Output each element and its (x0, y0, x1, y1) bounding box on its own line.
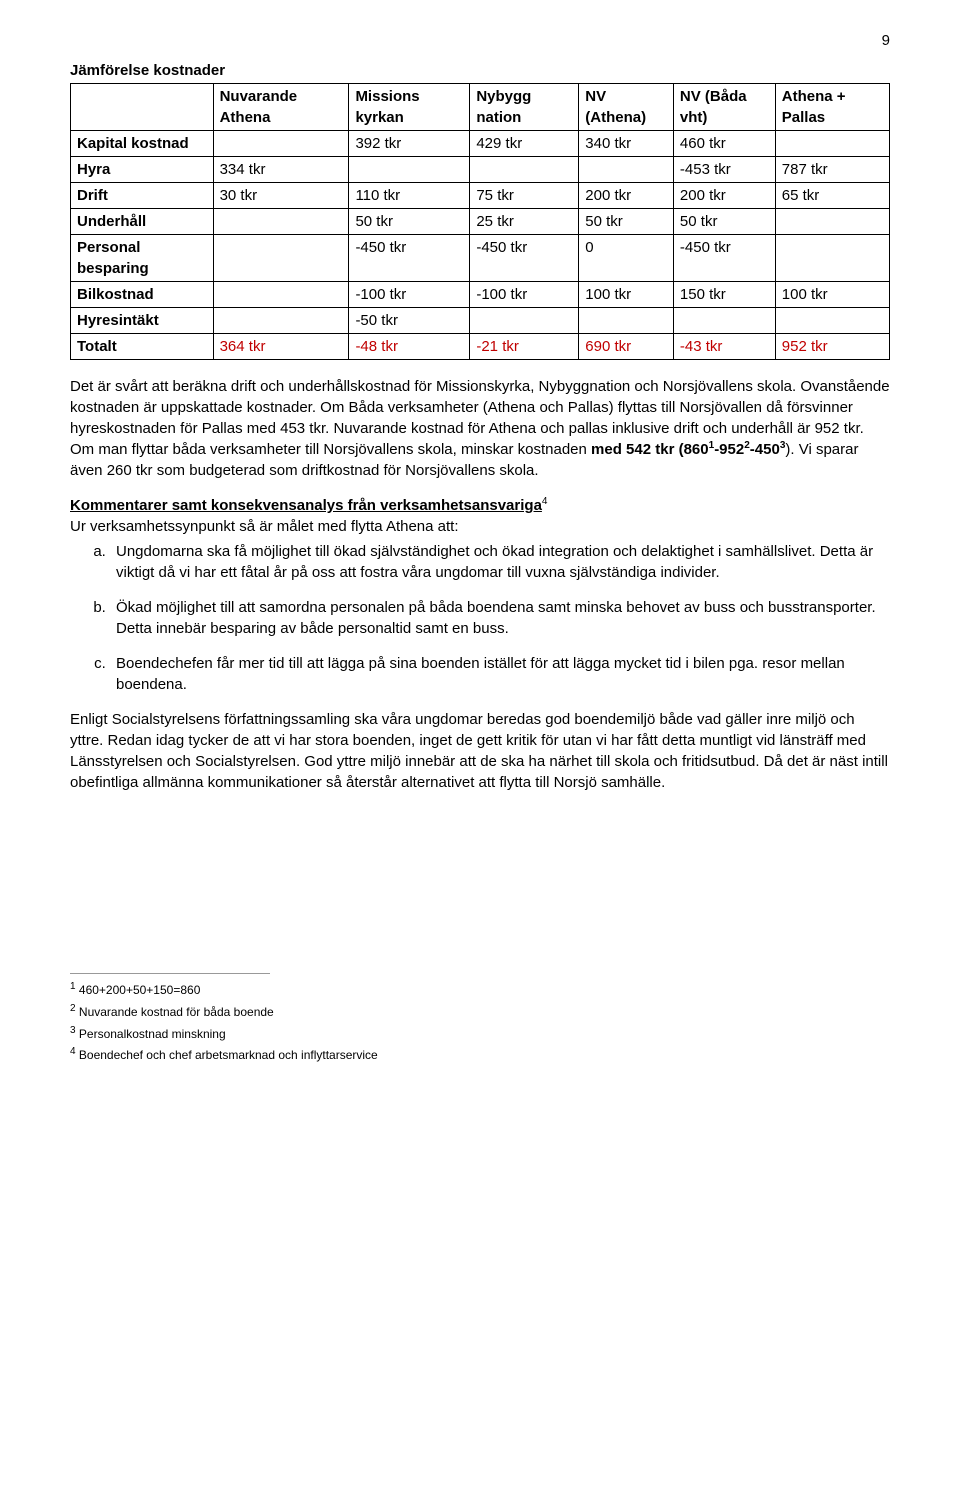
footnote-rule (70, 973, 270, 980)
table-header: NV (Athena) (579, 84, 674, 131)
table-row: Underhåll50 tkr25 tkr50 tkr50 tkr (71, 209, 890, 235)
table-cell: -453 tkr (673, 157, 775, 183)
table-cell (470, 308, 579, 334)
table-cell: -450 tkr (349, 235, 470, 282)
table-cell: 787 tkr (775, 157, 889, 183)
table-cell (579, 308, 674, 334)
table-cell (213, 282, 349, 308)
table-header: Nybygg nation (470, 84, 579, 131)
table-cell: 100 tkr (775, 282, 889, 308)
table-cell (775, 308, 889, 334)
row-label: Bilkostnad (71, 282, 214, 308)
row-label: Underhåll (71, 209, 214, 235)
table-cell: -50 tkr (349, 308, 470, 334)
row-label: Personal besparing (71, 235, 214, 282)
table-cell: -450 tkr (470, 235, 579, 282)
table-row: Drift30 tkr110 tkr75 tkr200 tkr200 tkr65… (71, 183, 890, 209)
table-cell (470, 157, 579, 183)
footnote: 4 Boendechef och chef arbetsmarknad och … (70, 1045, 890, 1064)
table-cell: 25 tkr (470, 209, 579, 235)
footnotes: 1 460+200+50+150=860 2 Nuvarande kostnad … (70, 980, 890, 1064)
table-header: Nuvarande Athena (213, 84, 349, 131)
table-cell: 30 tkr (213, 183, 349, 209)
footnote: 3 Personalkostnad minskning (70, 1024, 890, 1043)
cost-table: Nuvarande AthenaMissions kyrkanNybygg na… (70, 83, 890, 360)
table-cell (673, 308, 775, 334)
table-cell (213, 131, 349, 157)
table-cell: 334 tkr (213, 157, 349, 183)
paragraph-socialstyrelsen: Enligt Socialstyrelsens författningssaml… (70, 709, 890, 793)
row-label: Hyra (71, 157, 214, 183)
table-header: Athena + Pallas (775, 84, 889, 131)
table-cell: 50 tkr (673, 209, 775, 235)
table-cell: -43 tkr (673, 334, 775, 360)
table-cell: 100 tkr (579, 282, 674, 308)
table-cell: 50 tkr (349, 209, 470, 235)
list-item: Ökad möjlighet till att samordna persona… (110, 597, 890, 639)
table-row: Kapital kostnad 392 tkr429 tkr340 tkr460 … (71, 131, 890, 157)
table-cell (213, 209, 349, 235)
table-cell (213, 235, 349, 282)
table-cell (349, 157, 470, 183)
table-header: Missions kyrkan (349, 84, 470, 131)
goals-list: Ungdomarna ska få möjlighet till ökad sj… (70, 541, 890, 695)
table-cell (579, 157, 674, 183)
row-label: Hyresintäkt (71, 308, 214, 334)
row-label: Drift (71, 183, 214, 209)
table-cell (775, 235, 889, 282)
table-cell: 340 tkr (579, 131, 674, 157)
heading-comparison: Jämförelse kostnader (70, 60, 890, 81)
table-cell: 65 tkr (775, 183, 889, 209)
list-item: Ungdomarna ska få möjlighet till ökad sj… (110, 541, 890, 583)
comments-heading: Kommentarer samt konsekvensanalys från v… (70, 497, 542, 514)
table-cell: -48 tkr (349, 334, 470, 360)
row-label: Totalt (71, 334, 214, 360)
table-cell: 50 tkr (579, 209, 674, 235)
table-cell (775, 209, 889, 235)
table-cell: 392 tkr (349, 131, 470, 157)
table-cell: 200 tkr (673, 183, 775, 209)
comments-intro: Ur verksamhetssynpunkt så är målet med f… (70, 518, 459, 535)
table-cell: 364 tkr (213, 334, 349, 360)
table-cell (213, 308, 349, 334)
table-row: Totalt364 tkr-48 tkr-21 tkr690 tkr-43 tk… (71, 334, 890, 360)
table-header (71, 84, 214, 131)
list-item: Boendechefen får mer tid till att lägga … (110, 653, 890, 695)
table-cell: 150 tkr (673, 282, 775, 308)
table-cell: -100 tkr (470, 282, 579, 308)
table-cell: 0 (579, 235, 674, 282)
table-cell: 952 tkr (775, 334, 889, 360)
table-cell: -21 tkr (470, 334, 579, 360)
page-number: 9 (882, 30, 890, 51)
table-row: Bilkostnad-100 tkr-100 tkr100 tkr150 tkr… (71, 282, 890, 308)
table-row: Personal besparing-450 tkr-450 tkr0-450 … (71, 235, 890, 282)
table-header: NV (Båda vht) (673, 84, 775, 131)
table-row: Hyresintäkt -50 tkr (71, 308, 890, 334)
comments-heading-line: Kommentarer samt konsekvensanalys från v… (70, 495, 890, 537)
footnote: 1 460+200+50+150=860 (70, 980, 890, 999)
paragraph-analysis: Det är svårt att beräkna drift och under… (70, 376, 890, 481)
row-label: Kapital kostnad (71, 131, 214, 157)
table-cell (775, 131, 889, 157)
table-cell: 690 tkr (579, 334, 674, 360)
table-cell: -450 tkr (673, 235, 775, 282)
table-row: Hyra334 tkr -453 tkr787 tkr (71, 157, 890, 183)
table-cell: 110 tkr (349, 183, 470, 209)
table-cell: 429 tkr (470, 131, 579, 157)
table-cell: -100 tkr (349, 282, 470, 308)
footnote: 2 Nuvarande kostnad för båda boende (70, 1002, 890, 1021)
table-cell: 75 tkr (470, 183, 579, 209)
table-cell: 200 tkr (579, 183, 674, 209)
table-cell: 460 tkr (673, 131, 775, 157)
